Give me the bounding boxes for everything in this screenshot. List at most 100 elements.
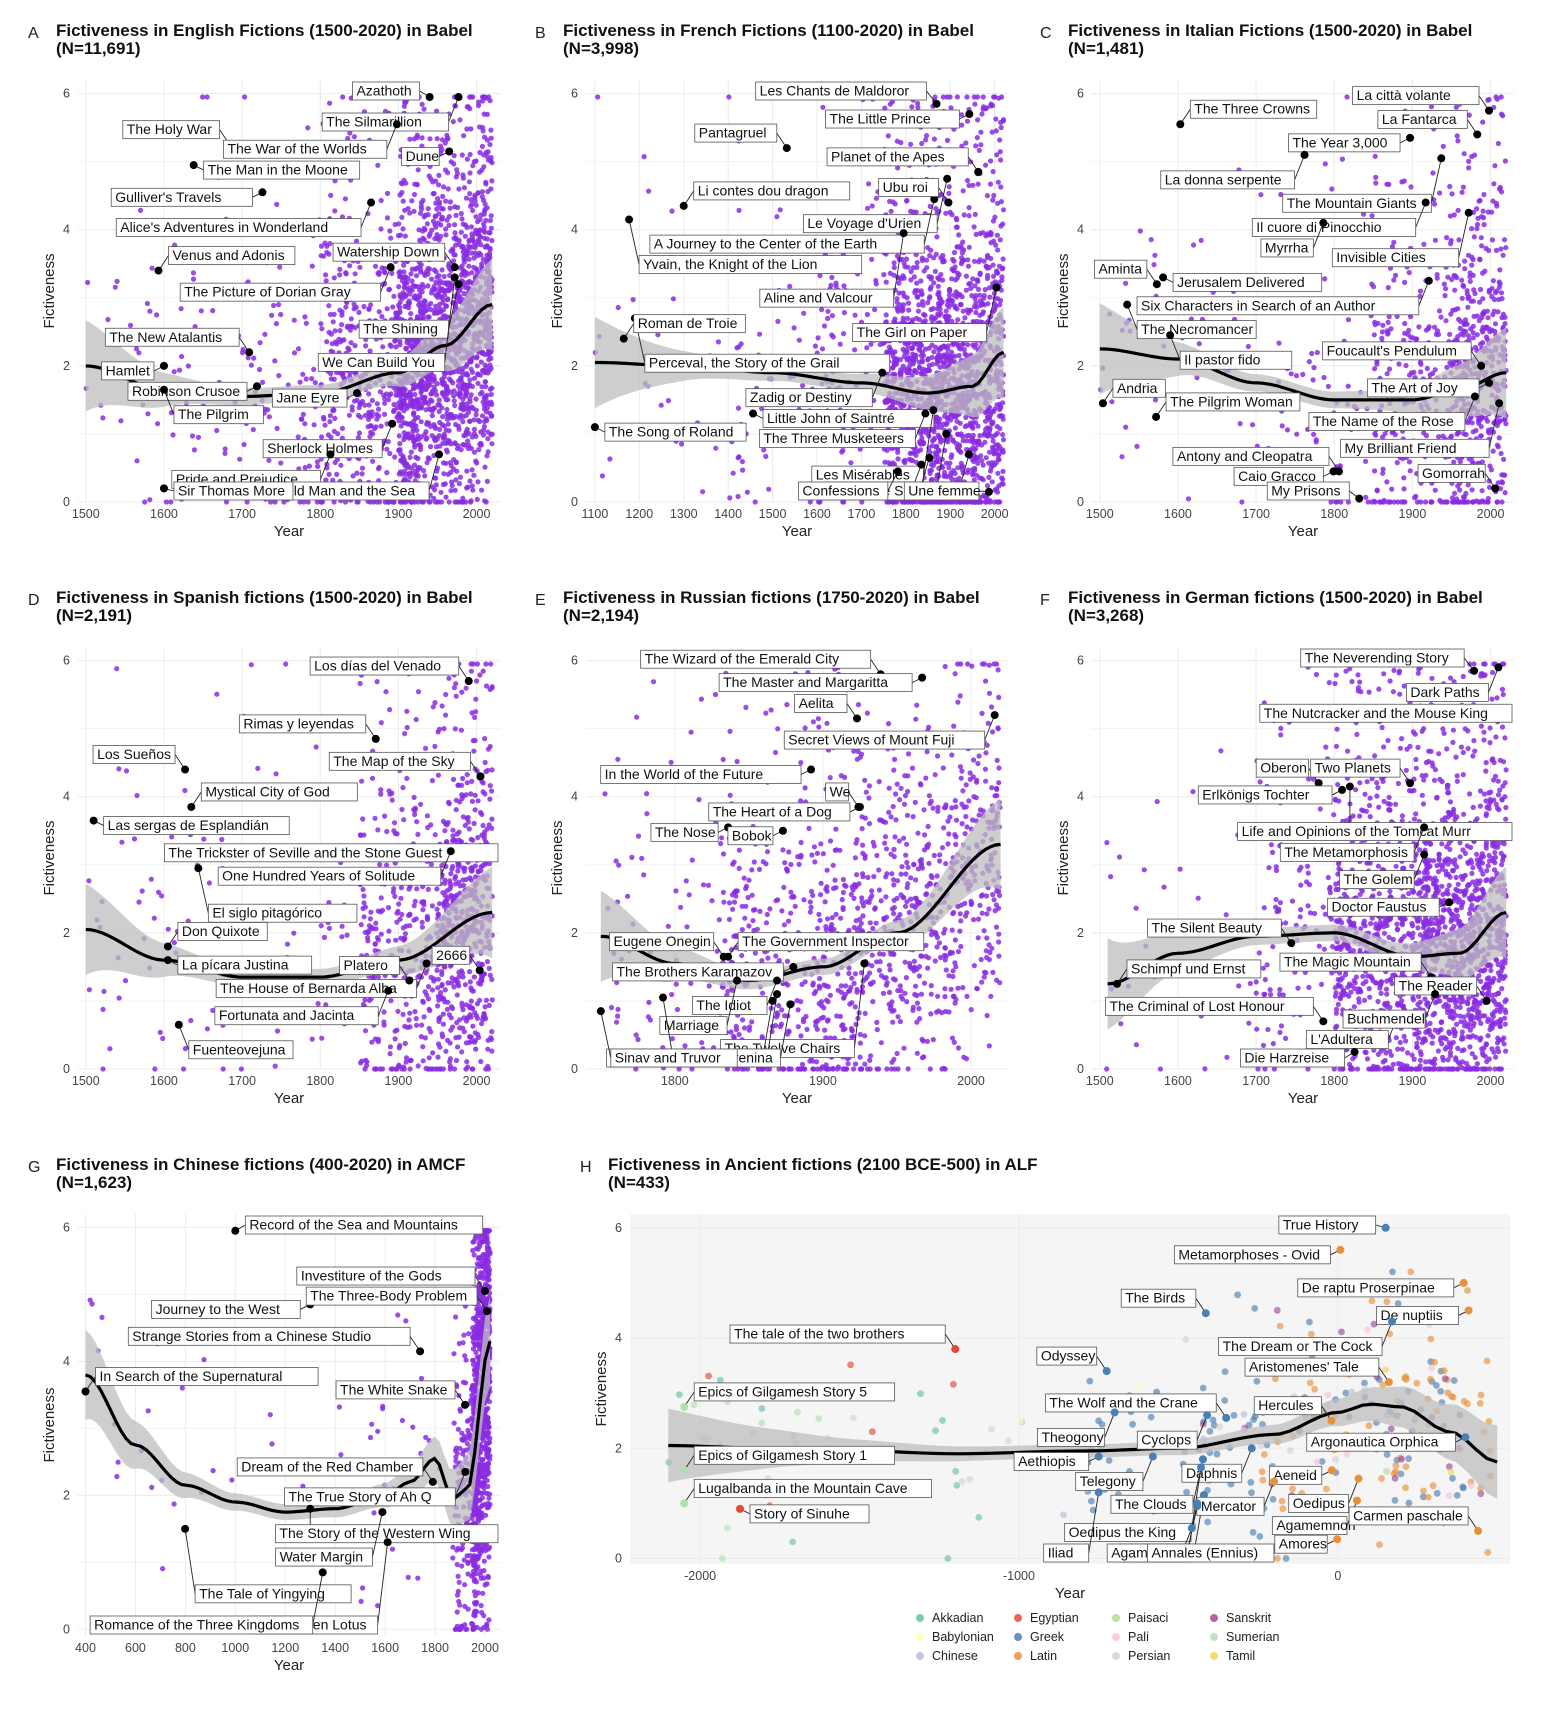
data-point [484,478,490,484]
data-point [278,311,284,318]
point-label: Roman de Troie [638,315,738,331]
data-point [983,263,989,270]
data-point [1000,468,1006,474]
data-point [1423,499,1429,505]
data-point [352,271,358,277]
data-point [895,449,901,455]
data-point [989,479,995,485]
data-point [488,225,494,231]
data-point [966,244,972,250]
data-point [482,201,488,207]
data-point [456,426,462,432]
data-point [940,421,946,427]
data-point [999,277,1005,283]
data-point [1000,437,1007,443]
data-point [419,135,425,141]
data-point [1380,322,1386,328]
data-point [736,454,742,460]
labeled-point [258,188,267,197]
data-point [445,170,451,176]
data-point [350,473,356,479]
data-point [309,263,315,269]
data-point [397,441,403,447]
data-point [1379,335,1385,341]
data-point [458,499,464,505]
data-point [477,372,484,378]
data-point [445,421,451,427]
panel-c: C Fictiveness in Italian Fictions (1500-2… [1040,21,1514,540]
data-point [483,416,489,422]
data-point [465,104,471,110]
data-point [399,214,405,220]
data-point [466,263,472,269]
data-point [757,331,763,337]
data-point [1431,201,1438,207]
data-point [302,421,308,427]
data-point [996,95,1002,101]
data-point [970,437,976,443]
data-point [796,337,802,343]
data-point [376,413,382,419]
data-point [421,106,427,112]
data-point [958,460,964,466]
data-point [658,402,664,408]
data-point [947,460,953,466]
data-point [470,207,476,214]
data-point [348,316,354,322]
labeled-point [154,266,163,275]
data-point [480,432,487,438]
data-point [713,445,719,451]
data-point [475,479,481,485]
data-point [1401,486,1407,492]
data-point [1481,191,1487,198]
data-point [460,244,466,250]
labeled-point [992,283,1001,292]
data-point [482,406,488,412]
data-point [406,285,412,291]
data-point [1396,361,1402,367]
data-point [321,414,327,420]
data-point [979,300,985,306]
data-point [309,376,315,382]
data-point [956,475,962,481]
data-point [485,188,491,195]
data-point [311,366,317,372]
data-point [978,142,984,148]
data-point [1123,280,1129,286]
data-point [137,207,144,213]
data-point [468,499,474,505]
data-point [946,465,952,471]
data-point [1452,490,1458,496]
data-point [386,287,392,293]
data-point [869,203,875,209]
data-point [946,190,952,196]
data-point [819,346,826,352]
data-point [244,499,250,505]
data-point [332,415,338,421]
data-point [1276,340,1282,346]
labeled-point [782,144,791,153]
data-point [990,273,997,279]
data-point [396,221,402,227]
data-point [461,259,467,265]
data-point [958,449,964,455]
labeled-point [326,450,335,459]
data-point [343,270,349,276]
data-point [908,141,914,147]
data-point [398,451,404,457]
data-point [331,499,337,505]
data-point [965,263,972,269]
data-point [975,94,981,100]
data-point [923,137,929,143]
labeled-point [619,334,628,343]
data-point [1198,237,1204,243]
data-point [1417,359,1423,365]
point-label: Jane Eyre [276,390,339,406]
point-label: Le Voyage d'Urien [807,215,921,231]
data-point [413,382,419,388]
data-point [1493,290,1499,296]
data-point [901,367,907,373]
data-point [305,499,311,505]
data-point [819,307,825,313]
data-point [1250,422,1256,428]
